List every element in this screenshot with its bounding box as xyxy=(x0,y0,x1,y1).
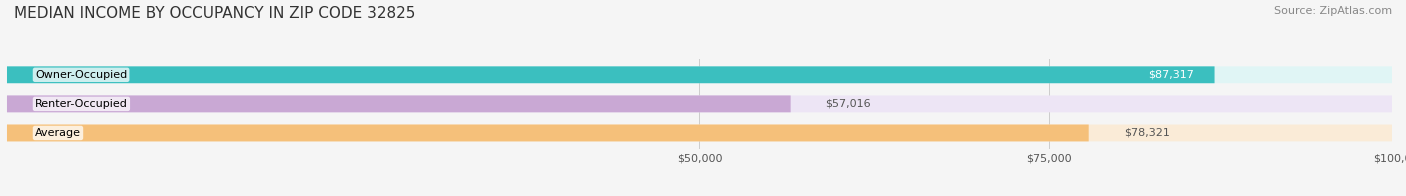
FancyBboxPatch shape xyxy=(7,124,1088,141)
Text: $87,317: $87,317 xyxy=(1147,70,1194,80)
Text: Renter-Occupied: Renter-Occupied xyxy=(35,99,128,109)
Text: Owner-Occupied: Owner-Occupied xyxy=(35,70,127,80)
FancyBboxPatch shape xyxy=(7,66,1392,83)
FancyBboxPatch shape xyxy=(7,95,1392,112)
FancyBboxPatch shape xyxy=(7,66,1215,83)
Text: $57,016: $57,016 xyxy=(825,99,872,109)
FancyBboxPatch shape xyxy=(7,95,790,112)
Text: Source: ZipAtlas.com: Source: ZipAtlas.com xyxy=(1274,6,1392,16)
Text: MEDIAN INCOME BY OCCUPANCY IN ZIP CODE 32825: MEDIAN INCOME BY OCCUPANCY IN ZIP CODE 3… xyxy=(14,6,415,21)
FancyBboxPatch shape xyxy=(7,124,1392,141)
Text: Average: Average xyxy=(35,128,82,138)
Text: $78,321: $78,321 xyxy=(1123,128,1170,138)
